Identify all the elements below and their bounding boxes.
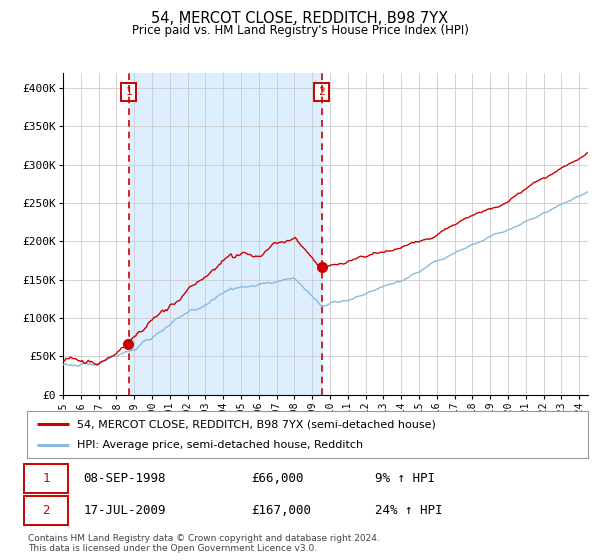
Bar (128, 73, 322, 395)
Text: Price paid vs. HM Land Registry's House Price Index (HPI): Price paid vs. HM Land Registry's House … (131, 24, 469, 36)
Text: 2: 2 (319, 87, 325, 97)
Text: 1: 1 (43, 472, 50, 485)
Text: HPI: Average price, semi-detached house, Redditch: HPI: Average price, semi-detached house,… (77, 440, 364, 450)
Text: Contains HM Land Registry data © Crown copyright and database right 2024.
This d: Contains HM Land Registry data © Crown c… (28, 534, 380, 553)
Text: £167,000: £167,000 (251, 504, 311, 517)
FancyBboxPatch shape (24, 496, 68, 525)
Text: 1: 1 (125, 87, 132, 97)
Text: 9% ↑ HPI: 9% ↑ HPI (375, 472, 435, 485)
Text: 24% ↑ HPI: 24% ↑ HPI (375, 504, 442, 517)
Text: 08-SEP-1998: 08-SEP-1998 (83, 472, 166, 485)
Text: 54, MERCOT CLOSE, REDDITCH, B98 7YX (semi-detached house): 54, MERCOT CLOSE, REDDITCH, B98 7YX (sem… (77, 419, 436, 429)
Text: 17-JUL-2009: 17-JUL-2009 (83, 504, 166, 517)
Text: £66,000: £66,000 (251, 472, 304, 485)
FancyBboxPatch shape (24, 464, 68, 493)
Text: 54, MERCOT CLOSE, REDDITCH, B98 7YX: 54, MERCOT CLOSE, REDDITCH, B98 7YX (151, 11, 449, 26)
Text: 2: 2 (43, 504, 50, 517)
